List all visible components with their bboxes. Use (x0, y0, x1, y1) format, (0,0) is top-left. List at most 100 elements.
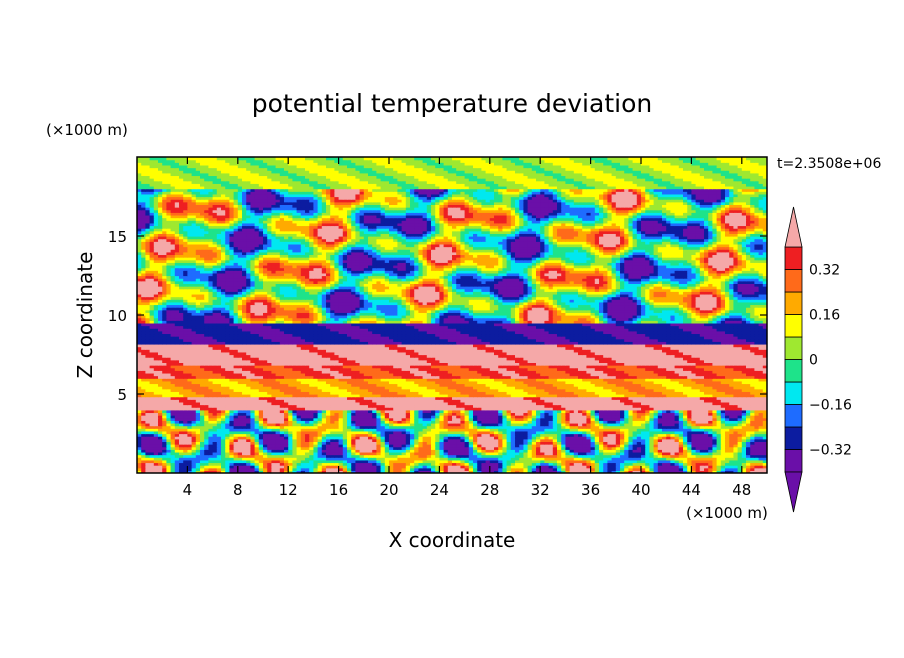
field-cell (746, 449, 751, 453)
field-cell (599, 457, 604, 461)
field-cell (611, 441, 617, 445)
field-cell (418, 465, 424, 469)
field-cell (561, 457, 566, 461)
field-cell (153, 462, 159, 466)
field-cell (477, 444, 482, 448)
field-cell (754, 444, 760, 448)
field-cell (418, 462, 424, 466)
field-cell (708, 444, 713, 448)
field-cell (439, 449, 445, 453)
field-cell (229, 444, 235, 448)
field-cell (351, 454, 356, 458)
field-cell (338, 465, 344, 469)
field-cell (355, 459, 361, 464)
field-cell (729, 451, 734, 456)
field-cell (704, 454, 709, 458)
field-cell (183, 462, 188, 466)
field-cell (536, 449, 541, 453)
field-cell (699, 454, 705, 458)
field-cell (321, 438, 327, 442)
field-cell (620, 467, 625, 471)
field-cell (741, 441, 747, 445)
field-cell (137, 449, 142, 453)
field-cell (141, 449, 146, 453)
field-cell (746, 446, 751, 450)
field-cell (250, 438, 256, 442)
field-cell (544, 446, 550, 450)
field-cell (174, 449, 180, 453)
field-cell (174, 451, 180, 456)
field-cell (548, 457, 554, 461)
field-cell (288, 438, 293, 442)
field-cell (137, 451, 142, 456)
field-cell (426, 449, 432, 453)
field-cell (267, 470, 272, 473)
field-cell (380, 459, 386, 464)
field-cell (405, 467, 411, 471)
field-cell (468, 449, 474, 453)
field-cell (166, 446, 172, 450)
field-cell (561, 470, 566, 473)
field-cell (380, 470, 386, 473)
field-cell (422, 457, 428, 461)
field-cell (674, 462, 680, 466)
field-cell (452, 465, 457, 469)
field-cell (195, 449, 201, 453)
field-cell (279, 441, 285, 445)
field-cell (741, 446, 747, 450)
field-cell (481, 462, 487, 466)
field-cell (737, 459, 743, 464)
field-cell (645, 459, 650, 464)
field-cell (536, 462, 541, 466)
field-cell (254, 459, 260, 464)
field-cell (473, 459, 478, 464)
field-cell (699, 457, 705, 461)
field-cell (342, 451, 348, 456)
field-cell (729, 449, 734, 453)
field-cell (582, 441, 587, 445)
field-cell (540, 462, 545, 466)
field-cell (271, 462, 277, 466)
field-cell (716, 449, 722, 453)
field-cell (578, 446, 583, 450)
field-cell (305, 451, 310, 456)
field-cell (225, 454, 230, 458)
field-cell (531, 446, 537, 450)
field-cell (540, 449, 545, 453)
field-cell (666, 451, 671, 456)
field-cell (590, 465, 596, 469)
field-cell (292, 446, 298, 450)
field-cell (678, 449, 684, 453)
field-cell (439, 470, 445, 473)
field-cell (573, 454, 579, 458)
field-cell (149, 454, 155, 458)
field-cell (216, 449, 222, 453)
field-cell (649, 444, 655, 448)
field-cell (174, 444, 180, 448)
field-cell (250, 454, 256, 458)
field-cell (733, 457, 739, 461)
field-cell (557, 465, 562, 469)
field-cell (149, 446, 155, 450)
field-cell (179, 446, 184, 450)
field-cell (670, 441, 676, 445)
field-cell (401, 444, 407, 448)
field-cell (384, 449, 390, 453)
field-cell (153, 438, 159, 442)
field-cell (326, 465, 331, 469)
field-cell (368, 459, 373, 464)
field-cell (347, 454, 352, 458)
field-cell (208, 449, 214, 453)
field-cell (519, 465, 524, 469)
field-cell (489, 457, 495, 461)
field-cell (258, 462, 264, 466)
field-cell (435, 444, 440, 448)
field-cell (473, 449, 478, 453)
field-cell (674, 449, 680, 453)
field-cell (334, 446, 340, 450)
field-cell (166, 462, 172, 466)
field-cell (359, 449, 365, 453)
field-cell (536, 454, 541, 458)
field-cell (725, 470, 730, 473)
field-cell (615, 449, 621, 453)
